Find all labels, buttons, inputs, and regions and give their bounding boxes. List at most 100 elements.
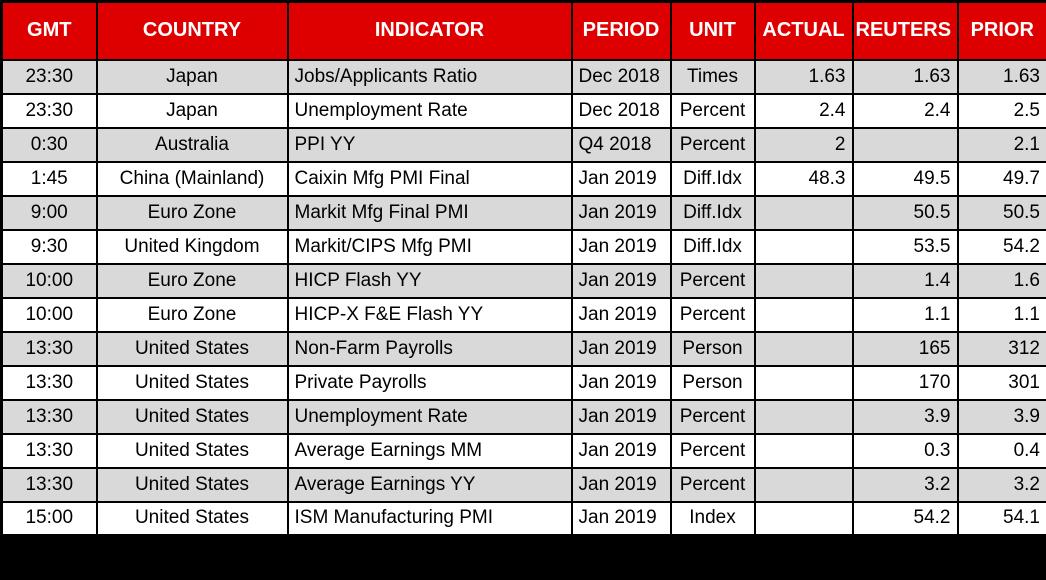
cell-country: Australia (95, 126, 289, 163)
cell-gmt: 9:00 (0, 194, 98, 231)
header-indicator: INDICATOR (286, 0, 573, 61)
cell-unit: Percent (669, 262, 756, 299)
cell-unit: Percent (669, 296, 756, 333)
cell-gmt: 23:30 (0, 92, 98, 129)
cell-indicator: ISM Manufacturing PMI (286, 500, 573, 537)
cell-period: Jan 2019 (570, 296, 672, 333)
cell-unit: Diff.Idx (669, 228, 756, 265)
cell-period: Jan 2019 (570, 194, 672, 231)
header-unit: UNIT (669, 0, 756, 61)
cell-reuters-poll: 3.2 (851, 466, 959, 503)
header-period: PERIOD (570, 0, 672, 61)
cell-period: Dec 2018 (570, 92, 672, 129)
cell-actual (753, 296, 854, 333)
cell-period: Jan 2019 (570, 500, 672, 537)
cell-gmt: 15:00 (0, 500, 98, 537)
cell-gmt: 13:30 (0, 364, 98, 401)
cell-prior: 1.63 (956, 58, 1046, 95)
cell-reuters-poll: 54.2 (851, 500, 959, 537)
cell-reuters-poll: 1.63 (851, 58, 959, 95)
cell-unit: Percent (669, 398, 756, 435)
cell-unit: Person (669, 364, 756, 401)
table-row: 13:30 United States Non-Farm Payrolls Ja… (0, 330, 1046, 367)
cell-country: Japan (95, 58, 289, 95)
cell-actual (753, 364, 854, 401)
cell-indicator: PPI YY (286, 126, 573, 163)
cell-actual: 1.63 (753, 58, 854, 95)
cell-reuters-poll: 165 (851, 330, 959, 367)
table-row: 13:30 United States Unemployment Rate Ja… (0, 398, 1046, 435)
cell-unit: Percent (669, 432, 756, 469)
cell-actual: 2 (753, 126, 854, 163)
cell-indicator: Caixin Mfg PMI Final (286, 160, 573, 197)
cell-prior: 49.7 (956, 160, 1046, 197)
cell-country: United Kingdom (95, 228, 289, 265)
table-row: 10:00 Euro Zone HICP Flash YY Jan 2019 P… (0, 262, 1046, 299)
cell-prior: 3.2 (956, 466, 1046, 503)
cell-gmt: 13:30 (0, 466, 98, 503)
cell-gmt: 23:30 (0, 58, 98, 95)
cell-actual (753, 398, 854, 435)
cell-country: United States (95, 330, 289, 367)
cell-unit: Percent (669, 466, 756, 503)
cell-reuters-poll: 49.5 (851, 160, 959, 197)
cell-reuters-poll: 1.4 (851, 262, 959, 299)
cell-period: Jan 2019 (570, 466, 672, 503)
cell-reuters-poll: 53.5 (851, 228, 959, 265)
cell-unit: Index (669, 500, 756, 537)
cell-prior: 2.5 (956, 92, 1046, 129)
cell-prior: 50.5 (956, 194, 1046, 231)
cell-gmt: 10:00 (0, 262, 98, 299)
cell-reuters-poll: 1.1 (851, 296, 959, 333)
cell-period: Dec 2018 (570, 58, 672, 95)
table-row: 9:00 Euro Zone Markit Mfg Final PMI Jan … (0, 194, 1046, 231)
cell-country: United States (95, 398, 289, 435)
cell-reuters-poll: 3.9 (851, 398, 959, 435)
cell-period: Jan 2019 (570, 432, 672, 469)
cell-prior: 3.9 (956, 398, 1046, 435)
table-row: 1:45 China (Mainland) Caixin Mfg PMI Fin… (0, 160, 1046, 197)
cell-gmt: 0:30 (0, 126, 98, 163)
cell-period: Jan 2019 (570, 398, 672, 435)
cell-prior: 54.2 (956, 228, 1046, 265)
table-body: 23:30 Japan Jobs/Applicants Ratio Dec 20… (0, 58, 1046, 537)
cell-prior: 312 (956, 330, 1046, 367)
cell-indicator: Private Payrolls (286, 364, 573, 401)
cell-country: United States (95, 500, 289, 537)
cell-country: United States (95, 364, 289, 401)
cell-actual (753, 330, 854, 367)
cell-prior: 1.1 (956, 296, 1046, 333)
table-row: 0:30 Australia PPI YY Q4 2018 Percent 2 … (0, 126, 1046, 163)
cell-gmt: 10:00 (0, 296, 98, 333)
cell-actual: 2.4 (753, 92, 854, 129)
cell-actual (753, 194, 854, 231)
cell-unit: Times (669, 58, 756, 95)
table-row: 13:30 United States Average Earnings YY … (0, 466, 1046, 503)
table-row: 13:30 United States Average Earnings MM … (0, 432, 1046, 469)
cell-country: Euro Zone (95, 296, 289, 333)
table-row: 23:30 Japan Unemployment Rate Dec 2018 P… (0, 92, 1046, 129)
cell-prior: 0.4 (956, 432, 1046, 469)
table-row: 15:00 United States ISM Manufacturing PM… (0, 500, 1046, 537)
cell-prior: 54.1 (956, 500, 1046, 537)
cell-gmt: 9:30 (0, 228, 98, 265)
cell-prior: 1.6 (956, 262, 1046, 299)
economic-calendar-table: GMT COUNTRY INDICATOR PERIOD UNIT ACTUAL… (0, 0, 1046, 537)
cell-period: Jan 2019 (570, 262, 672, 299)
cell-prior: 301 (956, 364, 1046, 401)
cell-indicator: Unemployment Rate (286, 92, 573, 129)
cell-indicator: Average Earnings MM (286, 432, 573, 469)
cell-indicator: Unemployment Rate (286, 398, 573, 435)
cell-country: United States (95, 466, 289, 503)
cell-actual (753, 228, 854, 265)
cell-unit: Diff.Idx (669, 194, 756, 231)
cell-unit: Person (669, 330, 756, 367)
cell-actual (753, 432, 854, 469)
cell-actual (753, 500, 854, 537)
cell-period: Jan 2019 (570, 160, 672, 197)
cell-indicator: Non-Farm Payrolls (286, 330, 573, 367)
cell-indicator: Average Earnings YY (286, 466, 573, 503)
table-row: 23:30 Japan Jobs/Applicants Ratio Dec 20… (0, 58, 1046, 95)
header-prior: PRIOR (956, 0, 1046, 61)
